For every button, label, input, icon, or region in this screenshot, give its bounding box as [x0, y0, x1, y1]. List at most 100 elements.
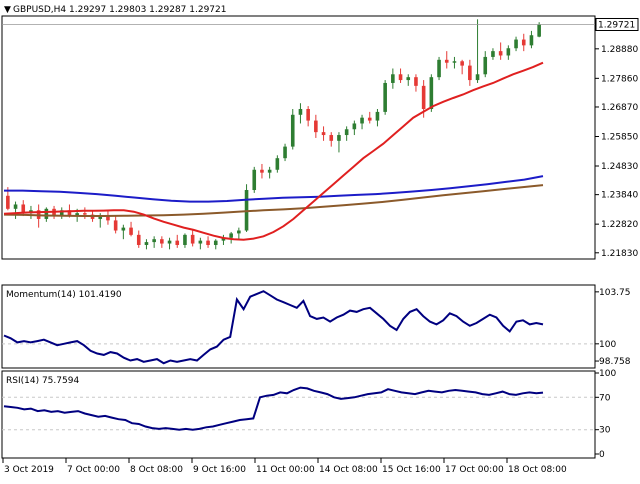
candle-body	[198, 240, 203, 244]
candle-body	[275, 158, 280, 170]
rsi-tick-label: 100	[599, 369, 616, 379]
candle-body	[59, 210, 64, 217]
candle-body	[468, 65, 472, 81]
candle-body	[421, 85, 426, 110]
price-tick-label: 1.27860	[601, 74, 638, 84]
candle-body	[367, 117, 372, 121]
candle-body	[129, 227, 133, 235]
candle-body	[136, 234, 141, 245]
candle-body	[260, 169, 264, 173]
price-tick-label: 1.21830	[601, 249, 638, 259]
momentum-axis: 103.75 100 98.758	[595, 288, 631, 367]
candle-body	[221, 237, 226, 241]
candle-body	[306, 109, 310, 121]
momentum-line	[3, 290, 544, 365]
momentum-tick-label: 100	[599, 340, 616, 350]
candle-body	[429, 77, 434, 110]
main-panel-frame	[1, 15, 596, 260]
time-tick-label: 8 Oct 08:00	[130, 465, 183, 475]
candle-body	[460, 61, 464, 66]
candle-body	[229, 233, 233, 238]
candle-body	[406, 77, 411, 81]
momentum-panel-frame	[1, 284, 596, 369]
candle-body	[75, 213, 79, 217]
rsi-title: RSI(14) 75.7594	[6, 376, 79, 386]
current-price-box	[595, 17, 639, 31]
candle-body	[167, 240, 172, 244]
candle-body	[437, 59, 441, 78]
candle-body	[329, 135, 334, 141]
current-price-label: 1.29721	[598, 20, 635, 30]
momentum-tick-label: 98.758	[599, 357, 631, 367]
candle-body	[321, 132, 326, 136]
price-tick-label: 1.22820	[601, 220, 638, 230]
candle-body	[113, 220, 118, 231]
candle-body	[521, 39, 526, 46]
candle-body	[206, 240, 210, 245]
candle-body	[98, 216, 103, 219]
symbol-dropdown-icon[interactable]: ▼	[4, 5, 11, 15]
time-tick-label: 17 Oct 00:00	[445, 465, 504, 475]
rsi-line	[3, 386, 544, 431]
moving-average-slow-line	[3, 184, 544, 217]
price-tick-label: 1.24830	[601, 162, 638, 172]
time-tick-label: 14 Oct 08:00	[319, 465, 378, 475]
candle-body	[298, 109, 303, 115]
candle-body	[352, 123, 357, 130]
candle-body	[314, 120, 318, 133]
time-tick-label: 18 Oct 08:00	[508, 465, 567, 475]
candle-body	[452, 61, 457, 63]
candle-body	[190, 234, 195, 244]
price-axis: 1.28880 1.27860 1.26870 1.25850 1.24830 1.238…	[595, 17, 639, 259]
candle-body	[6, 195, 10, 209]
candle-body	[175, 240, 180, 245]
candle-body	[152, 239, 156, 243]
price-tick-label: 1.26870	[601, 103, 638, 113]
rsi-tick-label: 30	[599, 426, 611, 436]
price-plot-area	[2, 19, 595, 250]
candle-body	[121, 227, 126, 231]
chart-header: GBPUSD,H4 1.29297 1.29803 1.29287 1.2972…	[13, 5, 226, 15]
candle-body	[414, 77, 418, 86]
candle-body	[444, 59, 449, 63]
candle-body	[106, 216, 110, 221]
time-tick-label: 15 Oct 16:00	[382, 465, 441, 475]
candle-body	[375, 111, 380, 121]
candle-body	[267, 169, 272, 173]
candle-body	[160, 239, 164, 244]
candle-body	[144, 242, 149, 245]
time-tick-label: 9 Oct 16:00	[193, 465, 246, 475]
time-tick-label: 11 Oct 00:00	[256, 465, 315, 475]
candle-body	[44, 208, 49, 219]
rsi-plot-area	[2, 386, 595, 431]
candle-body	[391, 74, 395, 83]
price-tick-label: 1.28880	[601, 45, 638, 55]
candle-body	[498, 51, 503, 56]
candle-body	[213, 240, 218, 245]
rsi-tick-label: 0	[599, 450, 605, 460]
candle-body	[252, 169, 257, 191]
candle-body	[529, 35, 534, 46]
candle-body	[83, 213, 87, 215]
candle-body	[398, 74, 403, 81]
candle-body	[383, 82, 387, 112]
candle-body	[183, 234, 187, 245]
candle-body	[237, 230, 241, 234]
moving-average-mid-line	[4, 175, 544, 203]
moving-average-fast-line	[3, 61, 544, 241]
candle-body	[13, 204, 18, 209]
momentum-plot-area	[2, 290, 595, 365]
candle-body	[475, 74, 480, 81]
momentum-title: Momentum(14) 101.4190	[6, 290, 122, 300]
momentum-tick-label: 103.75	[599, 288, 631, 298]
time-tick-label: 3 Oct 2019	[4, 465, 54, 475]
candle-body	[290, 114, 295, 147]
price-tick-label: 1.23840	[601, 191, 638, 201]
candle-body	[537, 24, 541, 37]
rsi-tick-label: 70	[599, 393, 611, 403]
candle-body	[483, 56, 488, 75]
rsi-axis: 100 70 30 0	[595, 369, 616, 460]
candle-body	[514, 39, 518, 49]
